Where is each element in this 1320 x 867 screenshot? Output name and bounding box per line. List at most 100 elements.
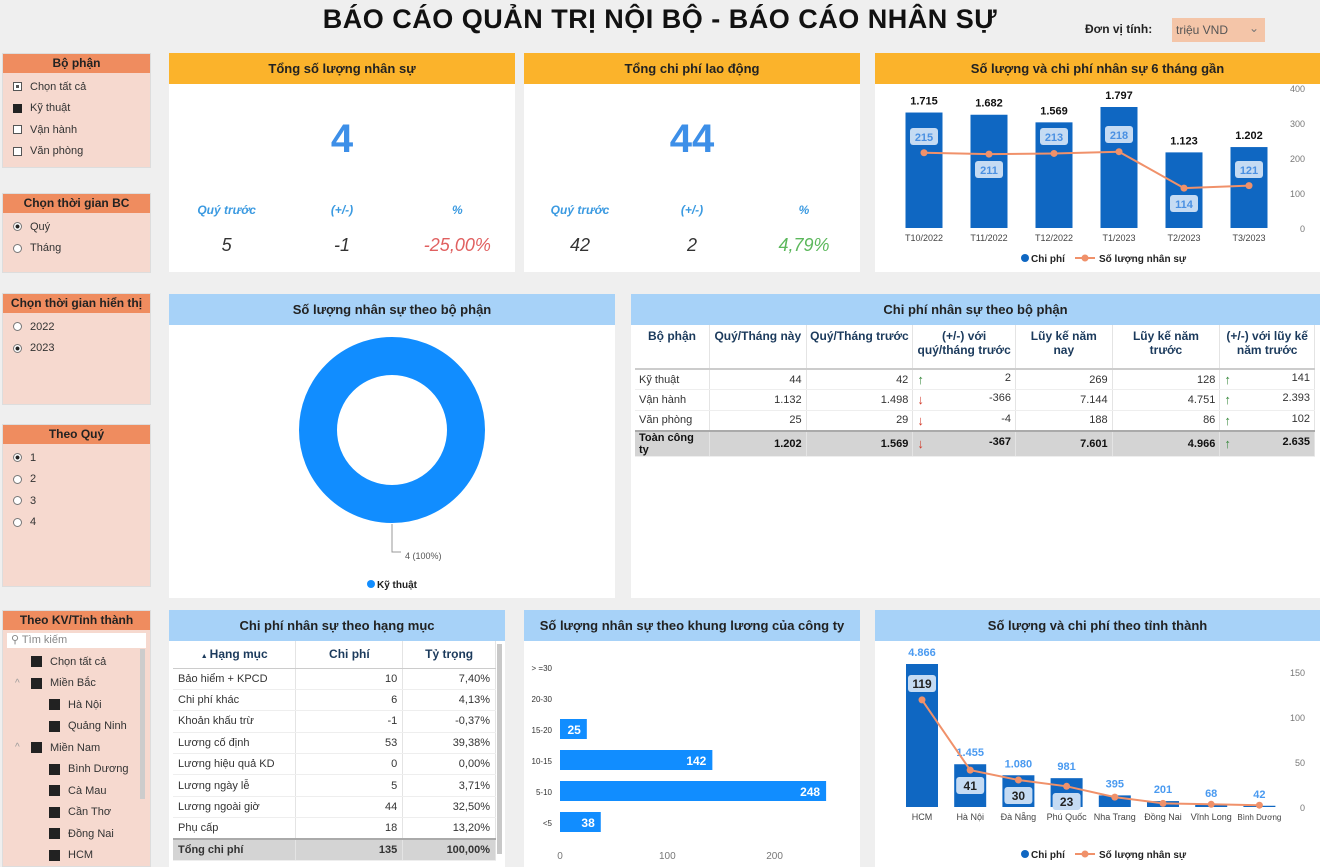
radio-button[interactable] [13, 453, 22, 463]
region-item[interactable]: ^ Miền Nam [3, 737, 150, 759]
region-item[interactable]: Đồng Nai [3, 823, 150, 845]
scrollbar[interactable] [140, 649, 145, 799]
slicer-option[interactable]: 2022 [3, 316, 150, 338]
scrollbar[interactable] [497, 644, 502, 854]
y2-tick-label: 0 [1300, 803, 1305, 813]
bar-data-label: 4.866 [908, 647, 936, 659]
table-cell: ↑ 2.635 [1219, 429, 1315, 457]
table-cell: 1.569 [806, 429, 914, 457]
legend-label: Chi phí [1031, 850, 1066, 861]
column-header[interactable]: ▲ Hạng mục [173, 641, 297, 669]
region-item[interactable]: ^ Miền Bắc [3, 673, 150, 695]
bar-data-label: 981 [1057, 761, 1075, 773]
search-input[interactable]: ⚲ Tìm kiếm [7, 633, 146, 648]
checkbox[interactable] [13, 125, 22, 135]
bar [560, 719, 587, 739]
table-cell: 269 [1015, 369, 1113, 390]
slicer-option[interactable]: Văn phòng [3, 141, 150, 163]
checkbox[interactable] [13, 103, 22, 113]
radio-button[interactable] [13, 322, 22, 332]
cell-value: 128 [1196, 373, 1216, 386]
table-cell: 128 [1112, 369, 1221, 390]
checkbox[interactable] [13, 82, 22, 92]
line-point [1159, 799, 1167, 807]
item-label: HCM [68, 849, 94, 862]
expand-icon[interactable]: ^ [15, 677, 20, 689]
checkbox[interactable] [31, 656, 42, 668]
x-tick-label: Nha Trang [1094, 812, 1136, 822]
column-header[interactable]: Chi phí [295, 641, 404, 669]
region-slicer: Theo KV/Tỉnh thành ⚲ Tìm kiếm Chọn tất c… [2, 610, 151, 867]
cell-value: 1.569 [880, 437, 909, 450]
region-item[interactable]: Quảng Ninh [3, 716, 150, 738]
line-label-box [1235, 161, 1263, 178]
checkbox[interactable] [31, 677, 42, 689]
cell-value: 4.751 [1187, 393, 1216, 406]
unit-dropdown[interactable]: triệu VND ⌄ [1172, 18, 1265, 42]
slicer-title: Chọn thời gian hiển thị [3, 294, 150, 313]
radio-button[interactable] [13, 496, 22, 506]
checkbox[interactable] [13, 146, 22, 156]
radio-button[interactable] [13, 243, 22, 253]
slicer-option[interactable]: 1 [3, 447, 150, 469]
radio-button[interactable] [13, 343, 22, 353]
region-item[interactable]: HCM [3, 845, 150, 867]
slicer-option[interactable]: 3 [3, 490, 150, 512]
table-cell: 18 [295, 817, 404, 840]
region-item[interactable]: Cần Thơ [3, 802, 150, 824]
slicer-option[interactable]: Kỹ thuật [3, 98, 150, 120]
checkbox[interactable] [49, 720, 60, 732]
department-slicer: Bộ phận Chọn tất cả Kỹ thuật Vận hành Văn ph… [2, 53, 151, 168]
checkbox[interactable] [49, 699, 60, 711]
slicer-option[interactable]: Chọn tất cả [3, 76, 150, 98]
line-data-label: 114 [1175, 199, 1194, 211]
kpi-label: (+/-) [330, 203, 354, 217]
radio-button[interactable] [13, 474, 22, 484]
radio-button[interactable] [13, 517, 22, 527]
slicer-option[interactable]: 2 [3, 469, 150, 491]
checkbox[interactable] [49, 849, 60, 861]
y2-tick-label: 0 [1300, 224, 1305, 234]
region-item[interactable]: Hà Nội [3, 694, 150, 716]
item-label: Miền Nam [50, 741, 101, 754]
column-header: Quý/Tháng này [709, 325, 807, 370]
slicer-option[interactable]: Tháng [3, 238, 150, 260]
table-row: Toàn công ty 1.202 1.569 ↓ -367 7.601 4.966 ↑ 2.… [635, 429, 1315, 457]
column-header[interactable]: Tỷ trọng [402, 641, 496, 669]
checkbox[interactable] [49, 763, 60, 775]
radio-button[interactable] [13, 222, 22, 232]
table-cell: ↑ 2 [912, 369, 1016, 390]
bar-data-label: 25 [567, 723, 581, 737]
legend-marker [1021, 850, 1029, 858]
slicer-option[interactable]: Vận hành [3, 119, 150, 141]
line-data-label: 218 [1110, 130, 1128, 142]
slicer-title: Theo KV/Tỉnh thành [3, 611, 150, 630]
checkbox[interactable] [49, 806, 60, 818]
slice-data-label: 4 (100%) [405, 551, 442, 561]
checkbox[interactable] [49, 785, 60, 797]
bar [1100, 107, 1138, 228]
header-label: Tỷ trọng [425, 647, 474, 662]
region-item[interactable]: Bình Dương [3, 759, 150, 781]
line-label-box [1105, 126, 1133, 143]
slicer-option[interactable]: 4 [3, 512, 150, 534]
table-cell: Lương ngày lễ [173, 774, 297, 797]
region-item[interactable]: Chọn tất cả [3, 651, 150, 673]
table-cell: ↑ 2.393 [1219, 389, 1315, 411]
arrow-up-icon: ↑ [1224, 372, 1231, 387]
region-item[interactable]: Cà Mau [3, 780, 150, 802]
expand-icon[interactable]: ^ [15, 742, 20, 754]
table-cell: 0 [295, 753, 404, 776]
item-label: Hà Nội [68, 698, 102, 711]
checkbox[interactable] [31, 742, 42, 754]
table-cell: 39,38% [402, 732, 496, 755]
kpi-prev: 42 [569, 235, 591, 255]
y-tick-label: > =30 [532, 664, 553, 673]
line-point [1050, 149, 1058, 157]
slicer-option[interactable]: 2023 [3, 338, 150, 360]
line-label-box [1170, 195, 1198, 212]
category-cost-panel: Chi phí nhân sự theo hạng mục ▲ Hạng mục… [169, 610, 505, 867]
display-year-slicer: Chọn thời gian hiển thị 2022 2023 [2, 293, 151, 405]
checkbox[interactable] [49, 828, 60, 840]
slicer-option[interactable]: Quý [3, 216, 150, 238]
